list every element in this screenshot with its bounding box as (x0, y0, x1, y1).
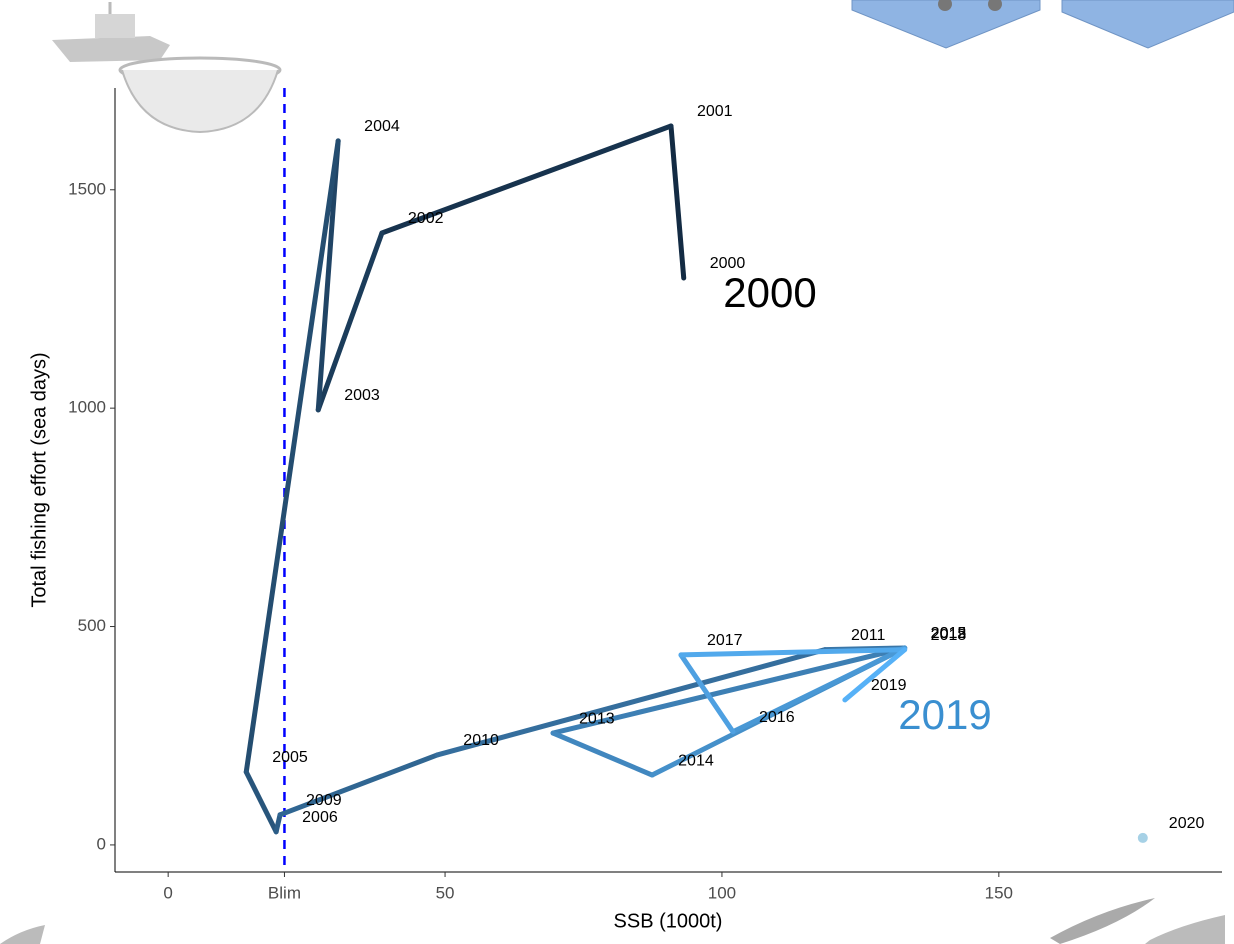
year-label: 2019 (871, 677, 907, 694)
year-label: 2017 (707, 632, 743, 649)
annotation: 2000 (723, 269, 816, 316)
year-label: 2010 (463, 732, 499, 749)
path-segment (678, 647, 908, 658)
y-tick-label: 1500 (68, 179, 106, 198)
x-tick-label: Blim (268, 883, 301, 902)
year-label: 2004 (364, 118, 400, 135)
y-tick-label: 0 (97, 834, 106, 853)
path-segment (842, 647, 908, 703)
x-tick-label: 150 (985, 883, 1013, 902)
year-label: 2006 (302, 809, 338, 826)
year-label: 2015 (931, 625, 967, 642)
path-segment (730, 645, 908, 735)
path-segment (277, 752, 440, 818)
year-label: 2000 (710, 255, 746, 272)
year-label: 2011 (851, 627, 886, 644)
year-label: 2020 (1169, 815, 1205, 832)
year-label: 2005 (272, 749, 308, 766)
year-label: 2018 (931, 627, 967, 644)
x-tick-label: 50 (436, 883, 455, 902)
path-segment (550, 730, 655, 778)
y-axis-title: Total fishing effort (sea days) (28, 352, 50, 607)
path-segment (379, 123, 674, 236)
x-tick-label: 100 (708, 883, 736, 902)
top-icons (851, 0, 1234, 49)
path-segment (668, 123, 687, 281)
path-segment (273, 812, 283, 835)
x-tick-label: 0 (163, 883, 172, 902)
fish-icons (0, 898, 1225, 944)
year-label: 2014 (678, 752, 714, 769)
path-segment (315, 138, 341, 413)
path-segment (243, 138, 341, 775)
annotation: 2019 (898, 691, 991, 738)
path-segment (550, 645, 908, 736)
point (1137, 832, 1148, 843)
year-label: 2013 (579, 710, 615, 727)
y-tick-label: 1000 (68, 398, 106, 417)
path-segment (434, 647, 828, 758)
y-tick-label: 500 (78, 616, 106, 635)
year-label: 2009 (306, 792, 342, 809)
year-label: 2001 (697, 103, 733, 120)
year-label: 2016 (759, 709, 795, 726)
boat-icon (52, 2, 282, 134)
path-segment (315, 230, 385, 413)
year-label: 2002 (408, 210, 444, 227)
path-segment (678, 652, 736, 735)
path-segment (243, 769, 279, 835)
year-label: 2012 (931, 625, 967, 642)
x-axis-title: SSB (1000t) (614, 910, 723, 932)
year-label: 2003 (344, 387, 380, 404)
